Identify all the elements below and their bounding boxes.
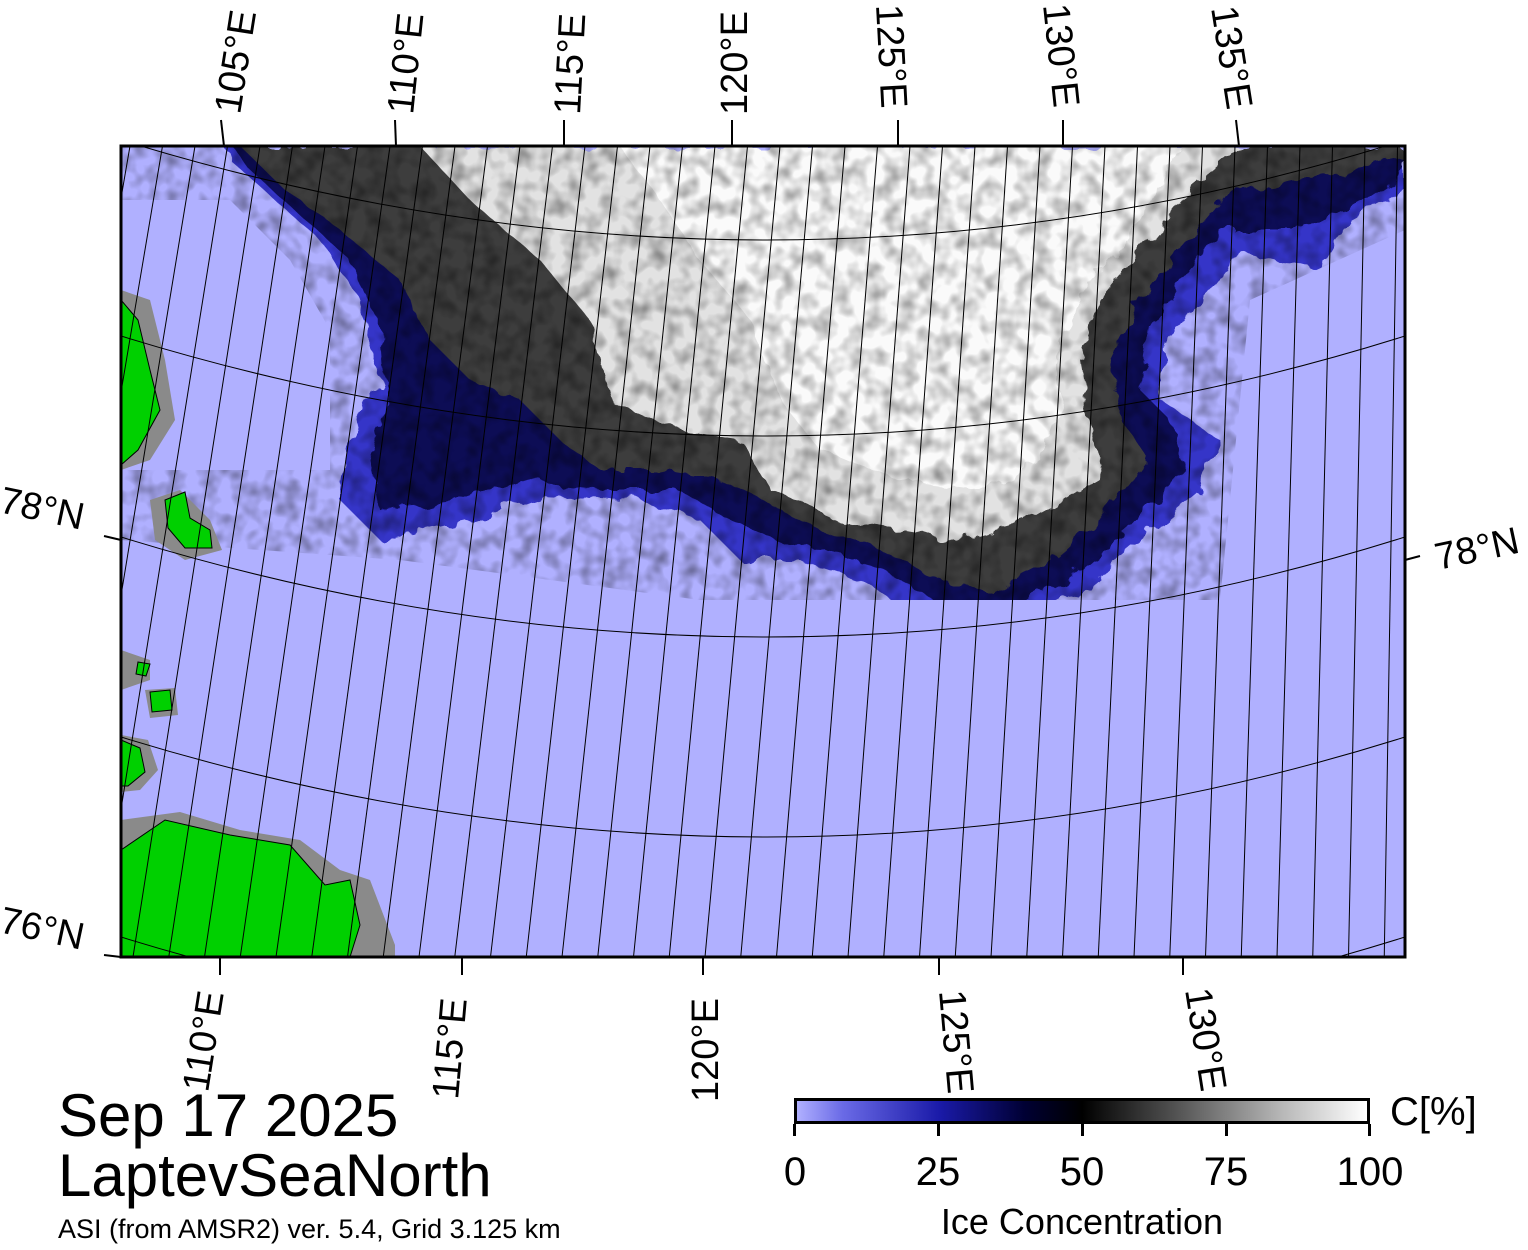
meridian-line — [275, 146, 391, 957]
meridian-line — [1062, 146, 1106, 957]
colorbar-tick-label: 75 — [1203, 1150, 1249, 1194]
bottom-lon-axis: 110°E 115°E 120°E 125°E 130°E — [175, 957, 1234, 1102]
meridian-line — [239, 146, 358, 957]
colorbar-tick-label: 0 — [783, 1150, 807, 1194]
meridian-line — [1348, 146, 1366, 957]
meridian-line — [121, 146, 228, 813]
meridian-line — [168, 146, 293, 957]
meridian-line — [704, 146, 781, 957]
top-lon-label: 135°E — [1202, 3, 1260, 112]
colorbar-tick — [1081, 1124, 1084, 1136]
meridian-line — [1312, 146, 1333, 957]
meridian-line — [668, 146, 748, 957]
meridian-line — [633, 146, 716, 957]
bottom-lon-label: 130°E — [1176, 985, 1234, 1094]
land-masses — [121, 290, 395, 957]
meridian-line — [121, 146, 131, 202]
meridian-line — [382, 146, 488, 957]
lat-label-right: 78°N — [1431, 520, 1523, 579]
meridian-line — [311, 146, 423, 957]
colorbar-tick-label: 50 — [1059, 1150, 1105, 1194]
meridian-line — [811, 146, 878, 957]
meridian-line — [454, 146, 553, 957]
meridian-line — [1240, 146, 1268, 957]
top-lon-axis: 105°E 110°E 115°E 120°E 125°E 130°E 135°… — [207, 2, 1260, 147]
meridian-line — [1133, 146, 1171, 957]
colorbar-title: Ice Concentration — [940, 1201, 1224, 1242]
source-note: ASI (from AMSR2) ver. 5.4, Grid 3.125 km — [58, 1214, 561, 1244]
meridian-line — [561, 146, 651, 957]
bottom-lon-label: 115°E — [425, 996, 476, 1100]
colorbar-tick — [1368, 1124, 1371, 1136]
colorbar-tick — [793, 1124, 796, 1136]
meridian-line — [1276, 146, 1301, 957]
meridian-line — [740, 146, 813, 957]
top-lon-label: 115°E — [547, 12, 594, 115]
top-lon-label: 130°E — [1034, 2, 1087, 110]
colorbar-tick — [937, 1124, 940, 1136]
meridian-line — [919, 146, 976, 957]
meridian-line — [1383, 146, 1398, 957]
meridian-line — [1420, 146, 1430, 957]
colorbar-tick-label: 100 — [1336, 1150, 1404, 1194]
top-lon-label: 120°E — [714, 11, 756, 115]
meridian-line — [1026, 146, 1073, 957]
map-date: Sep 17 2025 — [58, 1082, 399, 1149]
bottom-lon-label: 110°E — [175, 988, 232, 1094]
meridian-line — [954, 146, 1008, 957]
bottom-lon-label: 125°E — [930, 988, 981, 1095]
meridian-line — [1169, 146, 1203, 957]
colorbar-unit: C[%] — [1390, 1090, 1477, 1134]
lat-label-left: 78°N — [0, 480, 88, 539]
meridian-line — [121, 146, 196, 599]
meridian-line — [597, 146, 683, 957]
top-lon-label: 125°E — [867, 3, 914, 109]
meridian-line — [883, 146, 943, 957]
meridian-line — [204, 146, 326, 957]
meridian-line — [847, 146, 911, 957]
meridian-line — [121, 146, 163, 396]
meridian-line — [1205, 146, 1236, 957]
top-lon-label: 110°E — [380, 11, 432, 116]
meridian-line — [990, 146, 1041, 957]
meridian-line — [347, 146, 456, 957]
top-lon-label: 105°E — [207, 7, 265, 116]
meridian-line — [525, 146, 618, 957]
colorbar-tick — [1225, 1124, 1228, 1136]
lat-label-bottom: 76°N — [0, 900, 88, 959]
map-frame — [119, 144, 1407, 959]
meridian-line — [1097, 146, 1138, 957]
region-name: LaptevSeaNorth — [58, 1142, 492, 1209]
meridian-line — [132, 146, 261, 957]
colorbar-tick-label: 25 — [915, 1150, 961, 1194]
graticule — [121, 146, 1430, 957]
bottom-lon-label: 120°E — [685, 998, 727, 1102]
colorbar — [794, 1098, 1370, 1124]
meridian-line — [776, 146, 846, 957]
meridian-line — [490, 146, 586, 957]
meridian-line — [418, 146, 521, 957]
